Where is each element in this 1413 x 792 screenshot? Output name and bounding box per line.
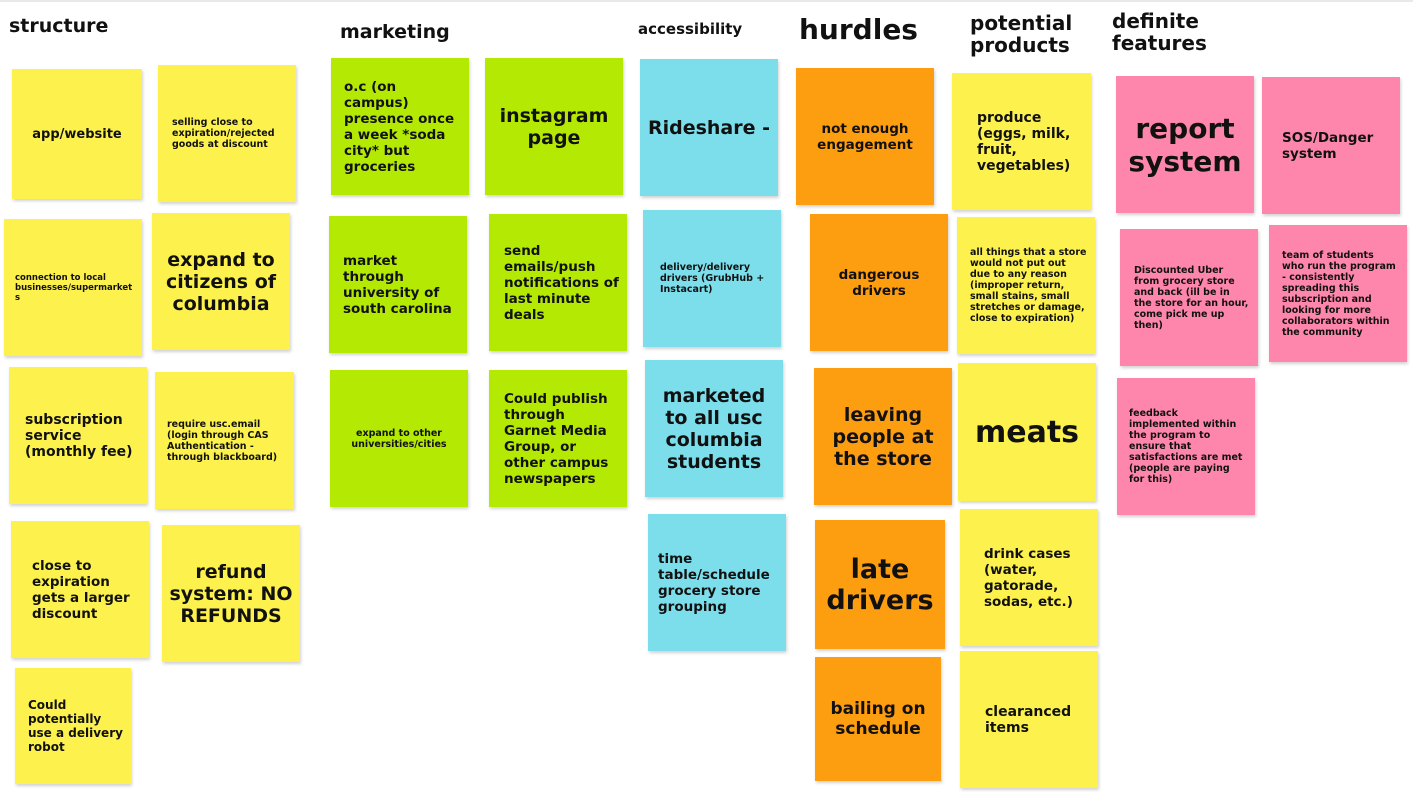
sticky-note-rideshare[interactable]: Rideshare - <box>640 59 778 196</box>
note-text: team of students who run the program - c… <box>1282 249 1396 338</box>
sticky-note-expand-citizens[interactable]: expand to citizens of columbia <box>152 213 290 350</box>
note-text: expand to other universities/cities <box>351 427 447 450</box>
sticky-note-selling-close[interactable]: selling close to expiration/rejected goo… <box>158 65 296 202</box>
note-text: market through university of south carol… <box>343 252 452 317</box>
sticky-note-feedback[interactable]: feedback implemented within the program … <box>1117 378 1255 515</box>
sticky-note-garnet-media[interactable]: Could publish through Garnet Media Group… <box>489 370 627 507</box>
note-text: all things that a store would not put ou… <box>970 247 1087 324</box>
sticky-note-late-drivers[interactable]: late drivers <box>815 520 945 649</box>
sticky-note-subscription[interactable]: subscription service (monthly fee) <box>9 367 147 504</box>
sticky-note-timetable[interactable]: time table/schedule grocery store groupi… <box>648 514 786 651</box>
sticky-note-marketed-usc[interactable]: marketed to all usc columbia students <box>645 360 783 497</box>
sticky-note-delivery-robot[interactable]: Could potentially use a delivery robot <box>15 668 131 784</box>
header-marketing: marketing <box>340 21 450 43</box>
note-text: meats <box>974 414 1080 450</box>
sticky-note-refund[interactable]: refund system: NO REFUNDS <box>162 525 300 662</box>
note-text: clearanced items <box>985 703 1072 736</box>
sticky-note-market-usc[interactable]: market through university of south carol… <box>329 216 467 353</box>
note-text: send emails/push notifications of last m… <box>504 242 619 323</box>
sticky-note-discounted-uber[interactable]: Discounted Uber from grocery store and b… <box>1120 229 1258 366</box>
sticky-note-team-students[interactable]: team of students who run the program - c… <box>1269 225 1407 362</box>
note-text: report system <box>1128 111 1242 178</box>
sticky-note-require-usc[interactable]: require usc.email (login through CAS Aut… <box>155 372 294 509</box>
note-text: Could potentially use a delivery robot <box>28 698 123 754</box>
note-text: produce (eggs, milk, fruit, vegetables) <box>977 109 1071 174</box>
note-text: late drivers <box>826 553 934 616</box>
note-text: marketed to all usc columbia students <box>662 384 766 473</box>
sticky-note-bailing-schedule[interactable]: bailing on schedule <box>815 657 941 781</box>
note-text: connection to local businesses/supermark… <box>15 272 133 303</box>
note-text: Rideshare - <box>647 116 771 139</box>
sticky-note-produce[interactable]: produce (eggs, milk, fruit, vegetables) <box>952 73 1091 210</box>
sticky-note-meats[interactable]: meats <box>958 363 1096 501</box>
sticky-note-clearanced[interactable]: clearanced items <box>960 651 1098 788</box>
header-definite-features: definite features <box>1112 9 1207 55</box>
note-text: leaving people at the store <box>832 403 934 470</box>
header-hurdles: hurdles <box>799 13 918 46</box>
sticky-note-not-enough-engagement[interactable]: not enough engagement <box>796 68 934 205</box>
note-text: require usc.email (login through CAS Aut… <box>167 418 278 463</box>
note-text: refund system: NO REFUNDS <box>169 560 293 627</box>
sticky-note-sos-danger[interactable]: SOS/Danger system <box>1262 77 1400 214</box>
sticky-note-close-expiration[interactable]: close to expiration gets a larger discou… <box>11 521 149 658</box>
note-text: o.c (on campus) presence once a week *so… <box>344 78 455 175</box>
note-text: Discounted Uber from grocery store and b… <box>1134 264 1249 331</box>
note-text: app/website <box>32 126 122 142</box>
note-text: expand to citizens of columbia <box>165 248 277 315</box>
note-text: feedback implemented within the program … <box>1129 408 1243 485</box>
note-text: delivery/delivery drivers (GrubHub + Ins… <box>660 262 765 295</box>
note-text: subscription service (monthly fee) <box>25 411 133 460</box>
sticky-note-app-website[interactable]: app/website <box>12 69 142 199</box>
board-top-edge <box>0 0 1413 2</box>
header-accessibility: accessibility <box>638 20 743 38</box>
note-text: time table/schedule grocery store groupi… <box>658 550 770 615</box>
sticky-note-all-things[interactable]: all things that a store would not put ou… <box>957 217 1095 354</box>
note-text: Could publish through Garnet Media Group… <box>504 390 609 487</box>
sticky-note-delivery-drivers[interactable]: delivery/delivery drivers (GrubHub + Ins… <box>643 210 781 347</box>
note-text: close to expiration gets a larger discou… <box>32 557 130 622</box>
note-text: dangerous drivers <box>838 266 920 299</box>
sticky-note-leaving-people[interactable]: leaving people at the store <box>814 368 952 505</box>
note-text: bailing on schedule <box>830 699 926 739</box>
sticky-note-oc-presence[interactable]: o.c (on campus) presence once a week *so… <box>331 58 469 195</box>
sticky-note-dangerous-drivers[interactable]: dangerous drivers <box>810 214 948 351</box>
note-text: instagram page <box>499 104 609 149</box>
sticky-note-emails[interactable]: send emails/push notifications of last m… <box>489 214 627 351</box>
note-text: drink cases (water, gatorade, sodas, etc… <box>984 545 1073 610</box>
sticky-note-instagram[interactable]: instagram page <box>485 58 623 195</box>
header-structure: structure <box>9 15 109 37</box>
sticky-note-connection-local[interactable]: connection to local businesses/supermark… <box>4 219 142 356</box>
sticky-note-drink-cases[interactable]: drink cases (water, gatorade, sodas, etc… <box>960 509 1098 646</box>
note-text: selling close to expiration/rejected goo… <box>172 117 275 150</box>
sticky-note-report-system[interactable]: report system <box>1116 76 1254 213</box>
note-text: SOS/Danger system <box>1282 129 1374 162</box>
header-potential-products: potential products <box>970 11 1073 57</box>
note-text: not enough engagement <box>817 120 913 153</box>
sticky-note-expand-universities[interactable]: expand to other universities/cities <box>330 370 468 507</box>
